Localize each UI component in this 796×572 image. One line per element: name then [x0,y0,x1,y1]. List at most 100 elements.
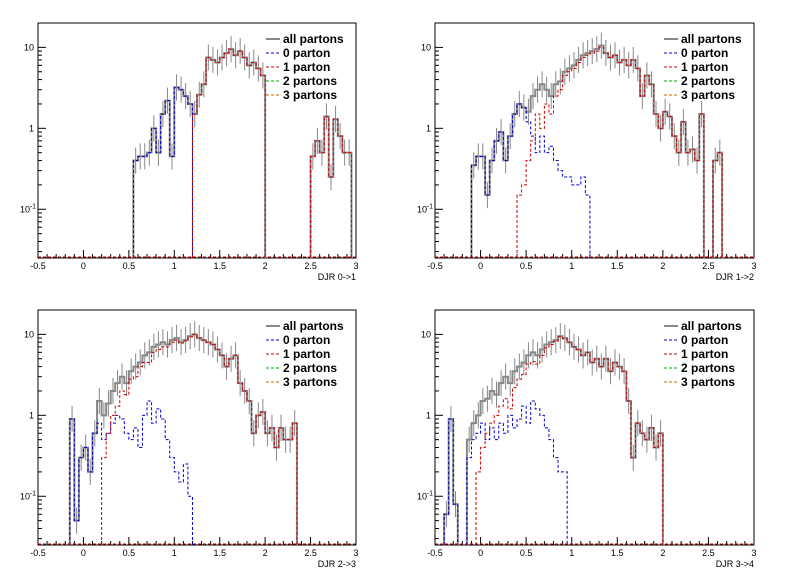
x-axis-label: DJR 1->2 [716,272,754,282]
x-tick-label: 1 [569,548,574,558]
legend-entry: 1 parton [681,60,728,74]
x-tick-label: 3 [353,261,358,271]
y-tick-label: 1 [29,123,34,133]
histogram-step [516,46,723,258]
y-tick-label: 1 [426,123,431,133]
legend-entry: 1 parton [283,60,330,74]
x-tick-label: 2.5 [702,548,715,558]
x-tick-label: -0.5 [427,548,443,558]
x-tick-label: 3 [751,548,756,558]
legend-entry: 2 partons [283,74,337,88]
x-axis-label: DJR 0->1 [318,272,356,282]
legend-entry: all partons [283,32,344,46]
x-tick-label: 1.5 [611,261,624,271]
x-tick-label: 2.5 [304,261,317,271]
x-tick-label: 0 [478,548,483,558]
y-tick-exponent: -1 [30,490,36,497]
x-tick-label: 1 [172,548,177,558]
plot-area [38,321,356,545]
y-tick-label: 10 [417,204,427,214]
legend-entry: 3 partons [283,88,337,102]
x-tick-label: 0.5 [520,548,533,558]
plot-area [435,323,754,545]
histogram-step [132,86,193,258]
legend-entry: 0 parton [283,333,330,347]
x-tick-label: 0.5 [123,548,136,558]
x-tick-label: 1.5 [611,548,624,558]
y-tick-label: 1 [29,410,34,420]
legend-entry: all partons [681,319,742,333]
series-1-parton [475,336,664,545]
y-tick-label: 10 [417,491,427,501]
x-tick-label: 0 [478,261,483,271]
series-0-parton [132,86,193,258]
histogram-step [475,336,664,545]
legend-entry: 1 parton [283,347,330,361]
plot-area [435,32,754,258]
series-0-parton [69,400,193,545]
legend-entry: 1 parton [681,347,728,361]
x-tick-label: 2.5 [304,548,317,558]
histogram-step [68,333,298,545]
legend-entry: 2 partons [283,361,337,375]
x-tick-label: -0.5 [30,548,46,558]
series-all-partons [68,321,298,545]
x-tick-label: 1 [569,261,574,271]
histogram-step [101,333,298,545]
x-tick-label: 2.5 [702,261,715,271]
legend-entry: 0 parton [283,46,330,60]
y-tick-exponent: -1 [30,203,36,210]
legend-entry: 2 partons [681,74,735,88]
histogram-step [470,103,591,258]
x-tick-label: 1.5 [213,548,226,558]
series-1-parton [191,48,352,258]
legend-entry: 3 partons [681,88,735,102]
histogram-step [443,400,568,545]
series-all-partons [443,323,664,545]
x-tick-label: 2 [660,548,665,558]
series-1-parton [101,333,298,545]
legend-entry: all partons [283,319,344,333]
histogram-step [191,48,352,258]
y-tick-label: 10 [421,42,431,52]
x-tick-label: 2 [263,548,268,558]
x-axis-label: DJR 2->3 [318,559,356,569]
x-tick-label: 2 [263,261,268,271]
legend-entry: all partons [681,32,742,46]
x-tick-label: -0.5 [427,261,443,271]
series-1-parton [516,46,723,258]
series-0-parton [443,400,568,545]
y-tick-label: 10 [20,204,30,214]
x-tick-label: 0.5 [520,261,533,271]
legend-entry: 0 parton [681,333,728,347]
y-tick-label: 10 [421,329,431,339]
legend-entry: 0 parton [681,46,728,60]
x-tick-label: 0.5 [123,261,136,271]
legend-entry: 3 partons [283,375,337,389]
x-axis-label: DJR 3->4 [716,559,754,569]
y-tick-exponent: -1 [427,490,433,497]
x-tick-label: 0 [81,548,86,558]
y-tick-exponent: -1 [427,203,433,210]
y-tick-label: 10 [20,491,30,501]
x-tick-label: 1.5 [213,261,226,271]
x-tick-label: 3 [751,261,756,271]
y-tick-label: 1 [426,410,431,420]
y-tick-label: 10 [24,42,34,52]
y-tick-label: 10 [24,329,34,339]
plot-area [38,36,356,258]
x-tick-label: 2 [660,261,665,271]
legend-entry: 3 partons [681,375,735,389]
legend-entry: 2 partons [681,361,735,375]
x-tick-label: 1 [172,261,177,271]
x-tick-label: 0 [81,261,86,271]
